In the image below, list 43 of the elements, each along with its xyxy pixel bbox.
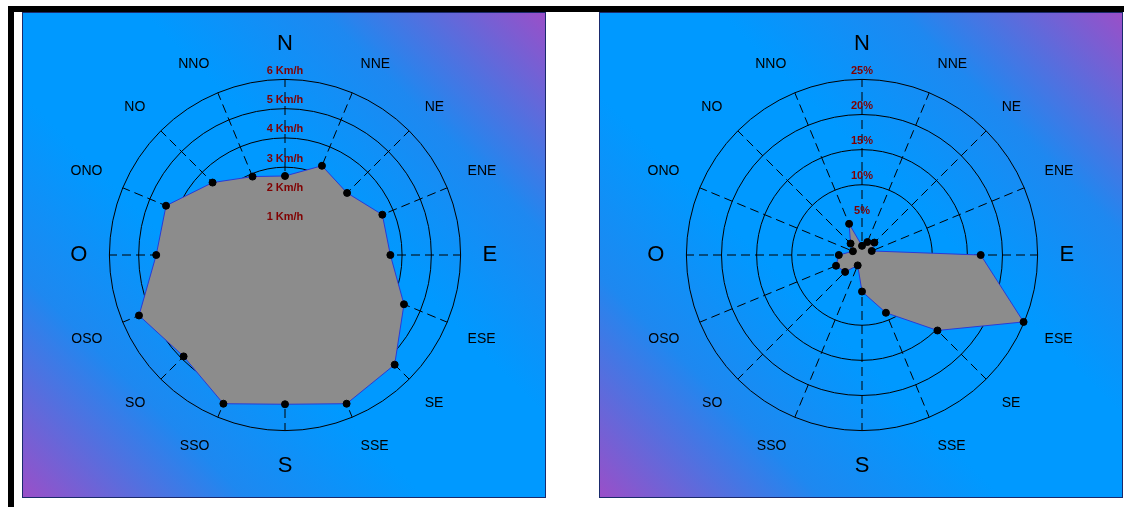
y-tick-label: 20% [850, 99, 874, 112]
spoke-label: ENE [1044, 161, 1074, 178]
spoke-label: OSO [71, 329, 103, 346]
y-tick-label: 15% [850, 134, 874, 147]
y-tick-label: 2 Km/h [266, 181, 304, 193]
spoke-label: SSE [937, 436, 966, 453]
spoke-label: SE [424, 393, 444, 410]
spoke-label: NNO [755, 54, 787, 71]
spoke-label: NNO [178, 54, 210, 71]
spoke-label: S [854, 451, 870, 477]
spoke-label: O [647, 241, 665, 267]
spoke-label: NO [124, 97, 146, 114]
spoke-label: NO [701, 97, 723, 114]
y-tick-label: 5 Km/h [266, 93, 304, 106]
spoke-label: SO [702, 393, 723, 410]
spoke-label: ONO [647, 161, 680, 178]
spoke-label: S [277, 451, 293, 477]
spoke-label: ESE [1044, 329, 1073, 346]
spoke-label: N [277, 30, 293, 56]
spoke-label: NNE [937, 54, 968, 71]
y-tick-label: 10% [850, 169, 874, 182]
spoke-label: SSO [179, 436, 210, 453]
spoke-label: OSO [648, 329, 680, 346]
spoke-label: O [70, 241, 88, 267]
y-tick-label: 25% [850, 63, 874, 76]
spoke-label: N [854, 30, 870, 56]
spoke-label: NE [424, 97, 445, 114]
y-tick-label: 4 Km/h [266, 122, 304, 135]
spoke-label: SE [1001, 393, 1021, 410]
y-tick-label: 1 Km/h [266, 210, 304, 223]
spoke-label: SSO [756, 436, 787, 453]
spoke-label: E [482, 241, 498, 267]
y-tick-label: 3 Km/h [266, 151, 304, 164]
y-tick-label: 5% [854, 204, 871, 217]
spoke-label: SO [125, 393, 146, 410]
spoke-label: ENE [467, 161, 497, 178]
spoke-label: SSE [360, 436, 389, 453]
y-tick-label: 6 Km/h [266, 63, 304, 76]
spoke-label: E [1059, 241, 1075, 267]
spoke-label: NNE [360, 54, 391, 71]
spoke-label: ONO [70, 161, 103, 178]
spoke-label: ESE [467, 329, 496, 346]
spoke-label: NE [1001, 97, 1022, 114]
